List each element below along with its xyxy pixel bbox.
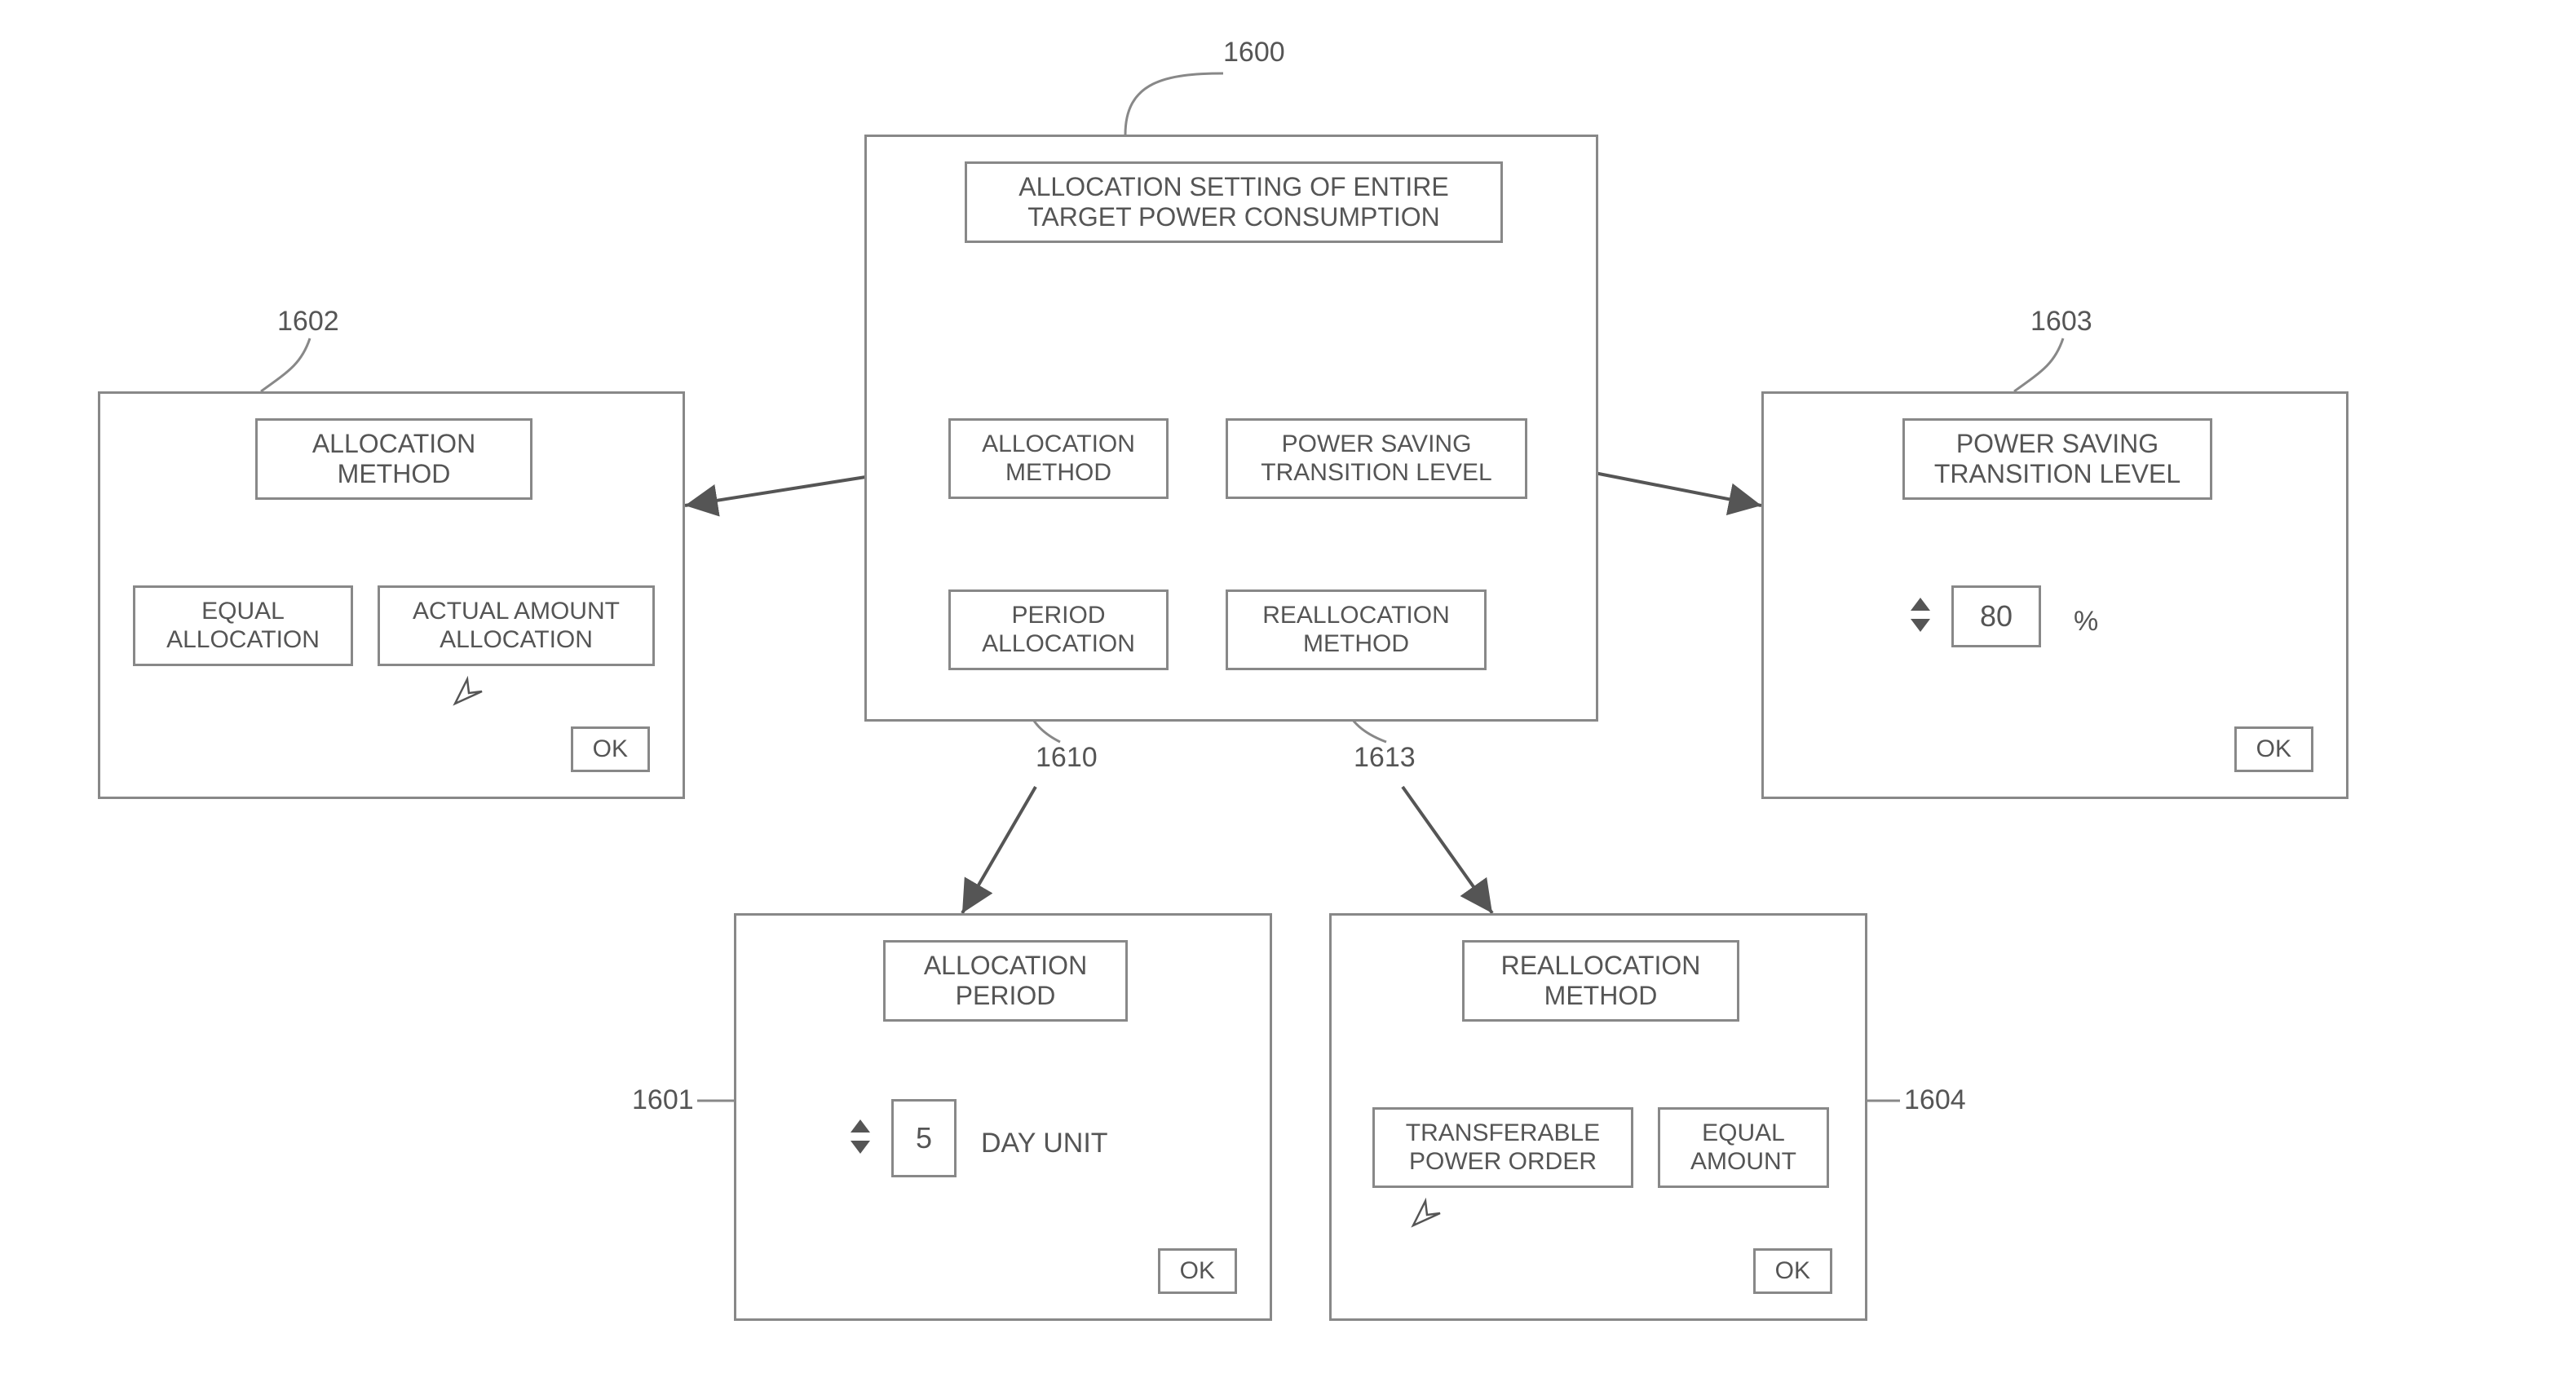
ref-1600: 1600 (1223, 37, 1285, 68)
period-alloc-button[interactable]: PERIOD ALLOCATION (948, 589, 1169, 670)
cursor-icon (451, 675, 484, 708)
ref-1604: 1604 (1904, 1084, 1966, 1116)
ref-1603: 1603 (2030, 306, 2092, 338)
equal-allocation-button[interactable]: EQUAL ALLOCATION (133, 585, 353, 666)
panel-1602-ok-button[interactable]: OK (571, 726, 650, 772)
panel-1601: ALLOCATION PERIOD 5 DAY UNIT OK (734, 913, 1272, 1321)
transferable-power-order-button[interactable]: TRANSFERABLE POWER ORDER (1372, 1107, 1633, 1188)
chevron-down-icon[interactable] (1911, 619, 1930, 632)
level-stepper[interactable] (1911, 598, 1930, 632)
main-panel: ALLOCATION SETTING OF ENTIRE TARGET POWE… (864, 135, 1598, 722)
chevron-down-icon[interactable] (851, 1141, 870, 1154)
panel-1601-title: ALLOCATION PERIOD (883, 940, 1128, 1022)
panel-1604: REALLOCATION METHOD TRANSFERABLE POWER O… (1329, 913, 1867, 1321)
ref-1601: 1601 (632, 1084, 694, 1116)
ref-1602: 1602 (277, 306, 339, 338)
panel-1604-ok-button[interactable]: OK (1753, 1248, 1832, 1294)
power-saving-button[interactable]: POWER SAVING TRANSITION LEVEL (1226, 418, 1527, 499)
main-title-text: ALLOCATION SETTING OF ENTIRE TARGET POWE… (1018, 172, 1448, 232)
alloc-method-button[interactable]: ALLOCATION METHOD (948, 418, 1169, 499)
period-value: 5 (891, 1099, 957, 1177)
panel-1602-title: ALLOCATION METHOD (255, 418, 532, 500)
equal-amount-button[interactable]: EQUAL AMOUNT (1658, 1107, 1829, 1188)
ref-1613: 1613 (1354, 742, 1416, 774)
main-title: ALLOCATION SETTING OF ENTIRE TARGET POWE… (965, 161, 1503, 243)
level-value: 80 (1951, 585, 2041, 647)
cursor-icon (1409, 1197, 1442, 1230)
actual-amount-allocation-button[interactable]: ACTUAL AMOUNT ALLOCATION (378, 585, 655, 666)
panel-1603: POWER SAVING TRANSITION LEVEL 80 % OK (1761, 391, 2348, 799)
day-unit-label: DAY UNIT (981, 1128, 1108, 1159)
panel-1602: ALLOCATION METHOD EQUAL ALLOCATION ACTUA… (98, 391, 685, 799)
panel-1601-ok-button[interactable]: OK (1158, 1248, 1237, 1294)
panel-1604-title: REALLOCATION METHOD (1462, 940, 1739, 1022)
realloc-method-button[interactable]: REALLOCATION METHOD (1226, 589, 1487, 670)
chevron-up-icon[interactable] (851, 1119, 870, 1133)
panel-1603-ok-button[interactable]: OK (2234, 726, 2313, 772)
panel-1603-title: POWER SAVING TRANSITION LEVEL (1902, 418, 2212, 500)
ref-1610: 1610 (1036, 742, 1098, 774)
period-stepper[interactable] (851, 1119, 870, 1154)
chevron-up-icon[interactable] (1911, 598, 1930, 611)
percent-label: % (2074, 606, 2098, 638)
